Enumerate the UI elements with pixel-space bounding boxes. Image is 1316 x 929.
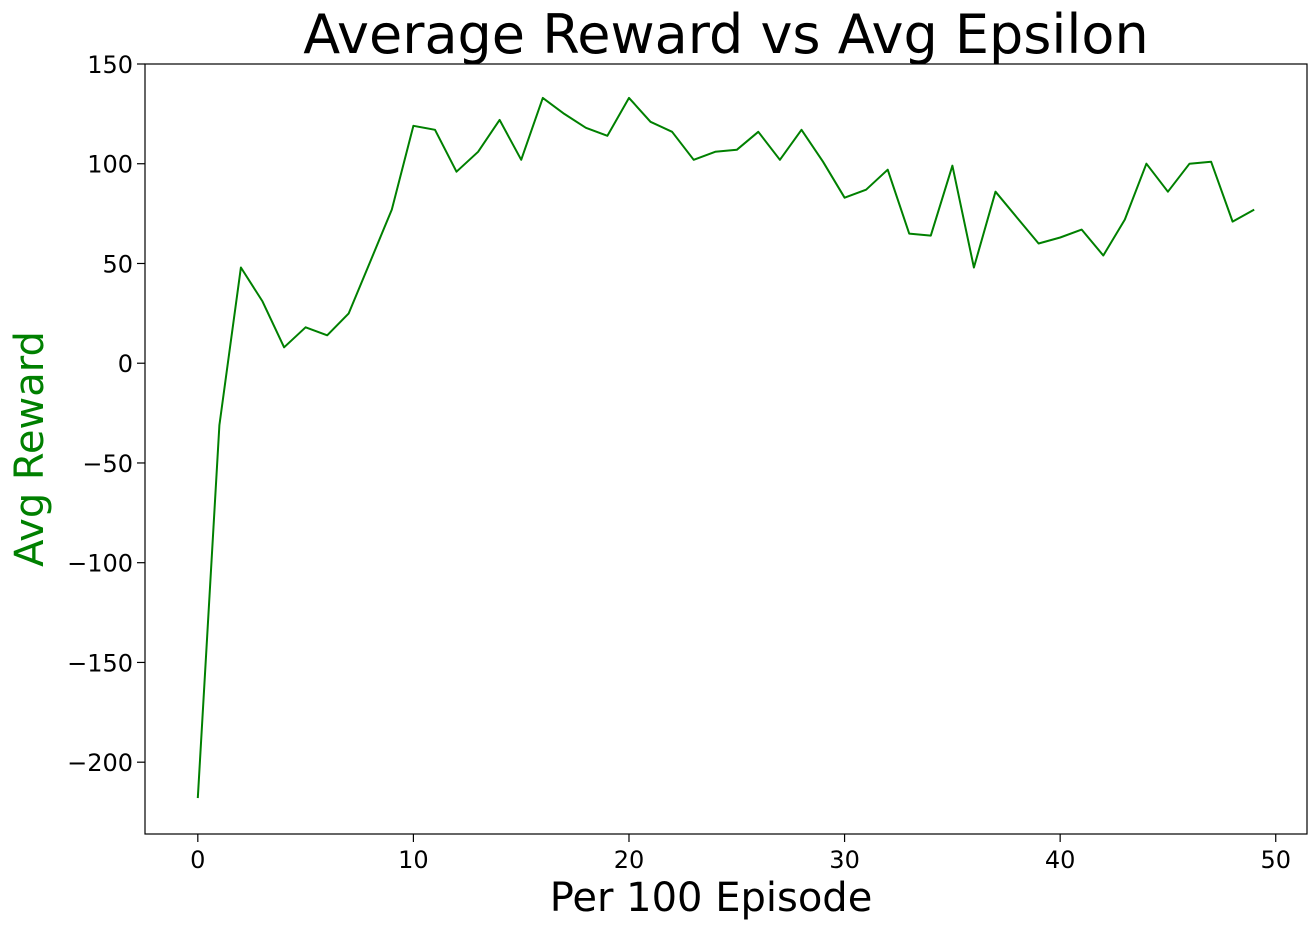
series-line [196,96,1255,799]
y-tick-label: −200 [67,749,133,777]
x-tick-label: 30 [829,846,860,874]
plot-area [144,63,1308,835]
y-tick-label: 100 [87,151,133,179]
y-tick-label: −100 [67,550,133,578]
y-tick-label: −150 [67,649,133,677]
y-tick-label: 50 [102,250,133,278]
x-tick-label: 20 [614,846,645,874]
x-tick-label: 10 [398,846,429,874]
x-tick-label: 40 [1045,846,1076,874]
x-axis: 0 10 20 30 40 50 [190,834,1291,874]
x-axis-label: Per 100 Episode [550,875,873,921]
x-tick-label: 50 [1260,846,1291,874]
x-tick-label: 0 [190,846,205,874]
chart-title: Average Reward vs Avg Epsilon [303,3,1148,66]
y-axis: −200 −150 −100 −50 0 50 100 150 [67,51,145,777]
y-tick-label: −50 [82,450,133,478]
y-tick-label: 0 [118,350,133,378]
y-axis-label: Avg Reward [7,331,53,567]
y-tick-label: 150 [87,51,133,79]
